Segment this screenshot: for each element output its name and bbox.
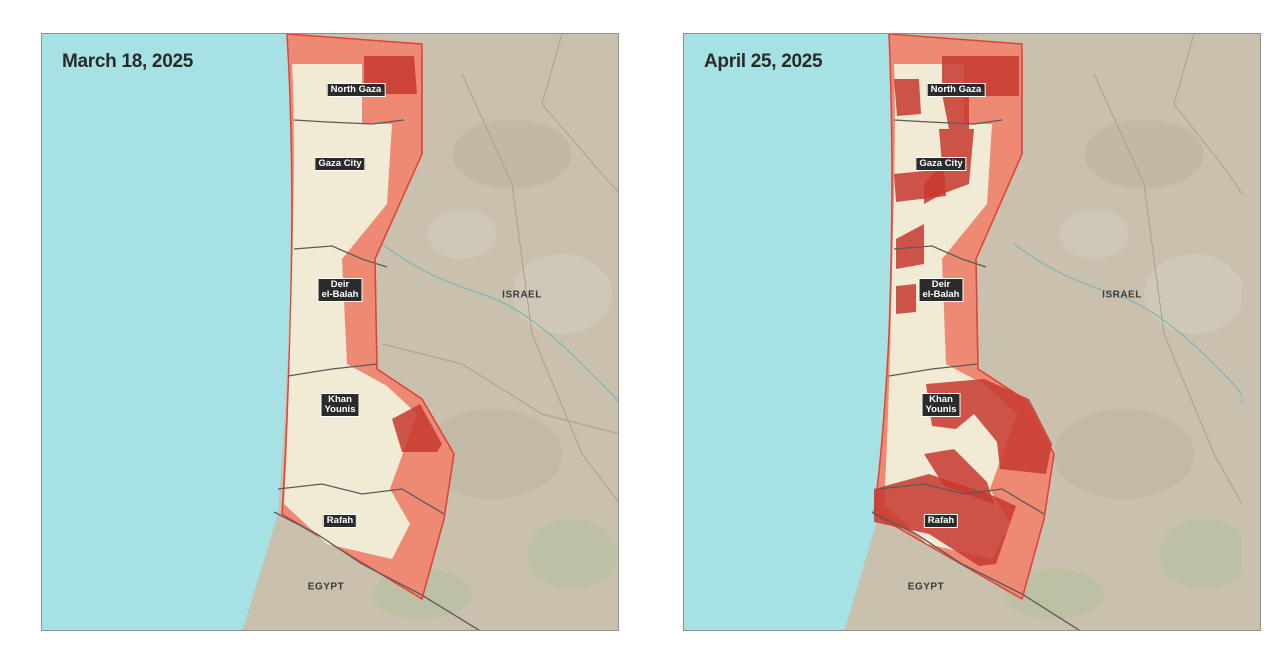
governorate-border bbox=[277, 483, 445, 515]
terrain-texture bbox=[372, 119, 617, 619]
map-date: March 18, 2025 bbox=[62, 51, 193, 72]
label-gaza-city: Gaza City bbox=[915, 157, 967, 171]
road-line bbox=[381, 343, 618, 435]
governorate-border bbox=[893, 119, 1003, 125]
evacuation-zone bbox=[896, 284, 916, 314]
evacuation-zone bbox=[894, 79, 921, 116]
mediterranean-sea bbox=[42, 34, 295, 630]
evacuation-zone bbox=[392, 404, 442, 452]
label-egypt: EGYPT bbox=[307, 581, 345, 593]
map-canvas-march bbox=[42, 34, 618, 630]
label-deir-el-balah: Deir el-Balah bbox=[317, 278, 363, 302]
map-panel-march: March 18, 2025 North Gaza Gaza City Deir… bbox=[41, 33, 619, 631]
governorate-border bbox=[293, 119, 405, 125]
road-line bbox=[1173, 34, 1242, 195]
label-rafah: Rafah bbox=[923, 514, 959, 528]
governorate-border bbox=[878, 483, 1045, 515]
wadi-river bbox=[1013, 243, 1242, 405]
label-gaza-city: Gaza City bbox=[314, 157, 366, 171]
label-israel: ISRAEL bbox=[502, 289, 542, 301]
country-border bbox=[273, 511, 480, 630]
wadi-river bbox=[381, 243, 618, 403]
label-north-gaza: North Gaza bbox=[926, 83, 986, 97]
label-north-gaza: North Gaza bbox=[326, 83, 386, 97]
road-line bbox=[541, 34, 618, 193]
terrain-texture bbox=[1004, 119, 1242, 619]
urban-area bbox=[284, 64, 417, 559]
road-line bbox=[1093, 73, 1242, 505]
mediterranean-sea bbox=[684, 34, 896, 630]
label-khan-younis: Khan Younis bbox=[921, 393, 961, 417]
governorate-border bbox=[287, 363, 378, 377]
label-egypt: EGYPT bbox=[907, 581, 945, 593]
israel-border bbox=[975, 54, 1055, 600]
label-rafah: Rafah bbox=[322, 514, 358, 528]
map-date: April 25, 2025 bbox=[704, 51, 823, 72]
label-israel: ISRAEL bbox=[1102, 289, 1142, 301]
map-canvas-april bbox=[684, 34, 1242, 630]
evacuation-zone bbox=[894, 169, 946, 202]
governorate-border bbox=[893, 245, 987, 268]
label-deir-el-balah: Deir el-Balah bbox=[918, 278, 964, 302]
country-border bbox=[871, 511, 1081, 630]
road-line bbox=[461, 73, 618, 503]
map-panel-april: April 25, 2025 North Gaza Gaza City Deir… bbox=[683, 33, 1261, 631]
evacuation-zone bbox=[896, 224, 924, 269]
governorate-border bbox=[888, 363, 978, 377]
label-khan-younis: Khan Younis bbox=[320, 393, 360, 417]
israel-border bbox=[374, 54, 455, 600]
